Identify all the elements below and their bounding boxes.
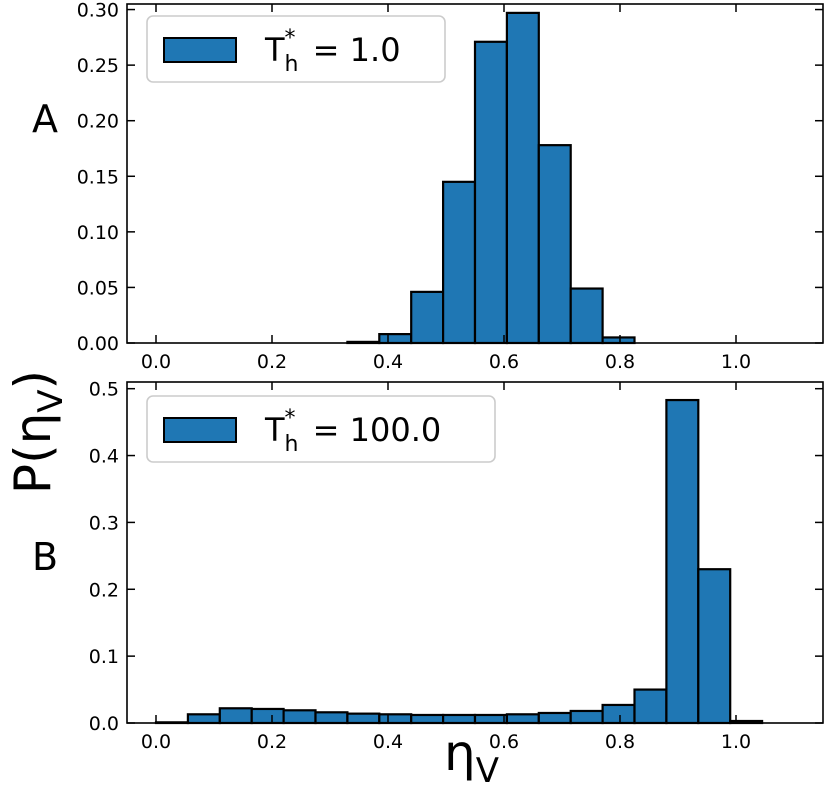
- y-tick-label: 0.05: [77, 277, 119, 299]
- histogram-bar: [633, 688, 668, 725]
- y-tick-label: 0.4: [89, 446, 119, 468]
- x-tick-label: 0.4: [373, 351, 403, 373]
- histogram-bar: [410, 713, 445, 725]
- x-tick-label: 0.6: [489, 731, 519, 753]
- legend-swatch: [163, 417, 237, 443]
- x-axis-label: ηV: [444, 724, 499, 791]
- histogram-bar: [346, 712, 381, 725]
- histogram-bar: [505, 11, 540, 345]
- x-tick-label: 0.0: [141, 731, 171, 753]
- histogram-bar: [282, 709, 317, 725]
- x-axis-label-sub: V: [476, 751, 499, 791]
- histogram-bar: [601, 703, 636, 725]
- histogram-bar: [537, 144, 572, 345]
- x-tick-label: 0.8: [605, 731, 635, 753]
- histogram-bar: [601, 336, 636, 345]
- histogram-bar: [410, 290, 445, 345]
- x-tick-label: 0.8: [605, 351, 635, 373]
- y-tick-label: 0.1: [89, 646, 119, 668]
- panel-b: 0.0 0.2 0.4 0.6 0.8 1.0 0.0 0.1 0.2 0.3 0.4 0.5 B T* h…: [32, 379, 824, 753]
- y-axis-label-close: ): [4, 370, 62, 390]
- histogram-bar: [569, 709, 604, 725]
- x-tick-label: 0.6: [489, 351, 519, 373]
- panel-a: 0.0 0.2 0.4 0.6 0.8 1.0 0.00 0.05 0.10 0.15 0.20 0.…: [32, 0, 824, 373]
- histogram-bar: [314, 711, 349, 725]
- x-axis-label-base: η: [444, 724, 476, 782]
- histogram-bar: [186, 713, 221, 725]
- y-tick-label: 0.25: [77, 55, 119, 77]
- y-tick-label: 0.15: [77, 166, 119, 188]
- histogram-bar: [378, 333, 413, 345]
- panel-label: A: [32, 97, 58, 141]
- y-tick-label: 0.20: [77, 111, 119, 133]
- y-tick-label: 0.10: [77, 222, 119, 244]
- axes-frame: [126, 3, 824, 344]
- histogram-bar: [537, 711, 572, 725]
- x-tick-label: 1.0: [721, 731, 751, 753]
- y-tick-label: 0.0: [89, 713, 119, 735]
- x-tick-label: 0.4: [373, 731, 403, 753]
- histogram-bar: [697, 568, 732, 725]
- histogram-bar: [442, 713, 477, 725]
- x-tick-label: 1.0: [721, 351, 751, 373]
- y-axis-label-base: P(η: [4, 413, 62, 494]
- y-tick-label: 0.5: [89, 379, 119, 401]
- legend-label: T* h = 100.0: [264, 406, 441, 457]
- legend: T* h = 100.0: [146, 395, 496, 463]
- x-tick-label: 0.2: [257, 731, 287, 753]
- y-axis-label: P(ηV): [4, 370, 71, 494]
- y-tick-label: 0.30: [77, 0, 119, 22]
- histogram-bar: [569, 287, 604, 345]
- histogram-bar: [250, 707, 285, 725]
- histogram-bar: [665, 398, 700, 725]
- histogram-bar: [218, 707, 253, 725]
- x-tick-label: 0.2: [257, 351, 287, 373]
- legend: T* h = 1.0: [146, 15, 446, 83]
- histogram-bar: [473, 713, 508, 725]
- axes-frame: [126, 381, 824, 724]
- histogram-bar: [378, 713, 413, 725]
- legend-label: T* h = 1.0: [264, 26, 401, 77]
- panel-label: B: [32, 535, 58, 579]
- x-tick-label: 0.0: [141, 351, 171, 373]
- histogram-bar: [442, 180, 477, 345]
- legend-box: [146, 395, 496, 463]
- y-tick-label: 0.00: [77, 333, 119, 355]
- y-tick-label: 0.2: [89, 579, 119, 601]
- y-tick-label: 0.3: [89, 512, 119, 534]
- y-axis-label-sub: V: [31, 389, 71, 412]
- legend-box: [146, 15, 446, 83]
- histogram-bar: [505, 713, 540, 725]
- histogram-bar: [473, 40, 508, 345]
- legend-swatch: [163, 37, 237, 63]
